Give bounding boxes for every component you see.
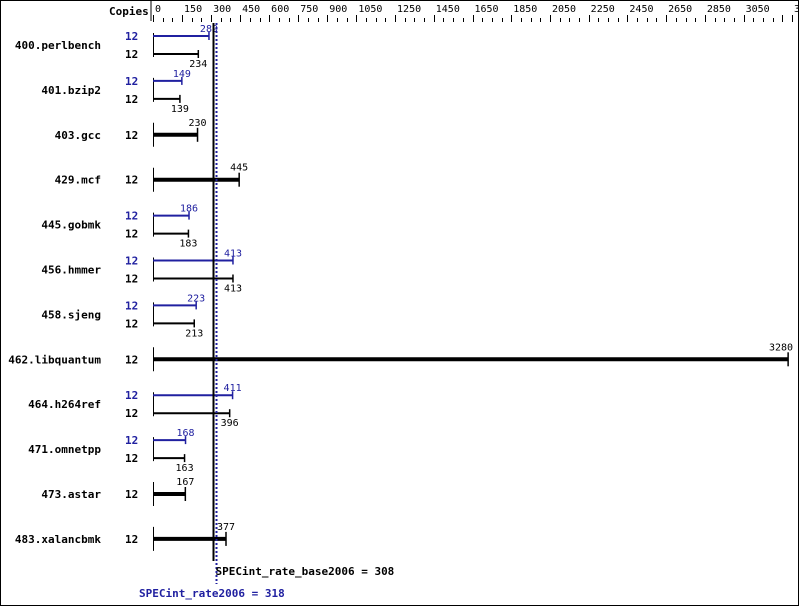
tick-label: 1450 xyxy=(436,4,460,15)
base-copies: 12 xyxy=(125,533,138,546)
benchmark-label: 456.hmmer xyxy=(41,264,101,277)
base-copies: 12 xyxy=(125,317,138,330)
peak-value-label: 411 xyxy=(224,383,242,394)
base-copies: 12 xyxy=(125,452,138,465)
base-copies: 12 xyxy=(125,228,138,241)
peak-copies: 12 xyxy=(125,389,138,402)
base-copies: 12 xyxy=(125,174,138,187)
tick-label: 2450 xyxy=(629,4,653,15)
tick-label: 2250 xyxy=(591,4,615,15)
benchmark-label: 429.mcf xyxy=(55,174,101,187)
tick-label: 2050 xyxy=(552,4,576,15)
tick-label: 750 xyxy=(300,4,318,15)
benchmark-label: 483.xalancbmk xyxy=(15,533,101,546)
peak-value-label: 289 xyxy=(200,24,218,35)
tick-label: 150 xyxy=(184,4,202,15)
base-value-label: 396 xyxy=(221,418,239,429)
benchmark-label: 403.gcc xyxy=(55,129,101,142)
peak-value-label: 168 xyxy=(176,428,194,439)
tick-label: 450 xyxy=(242,4,260,15)
tick-label: 3050 xyxy=(746,4,770,15)
benchmark-label: 458.sjeng xyxy=(41,308,101,321)
tick-label: 3300 xyxy=(794,4,798,15)
base-reference-label: SPECint_rate_base2006 = 308 xyxy=(216,565,395,578)
copies-header: Copies xyxy=(109,5,149,18)
base-value-label: 213 xyxy=(185,328,203,339)
peak-copies: 12 xyxy=(125,299,138,312)
base-value-label: 163 xyxy=(176,463,194,474)
tick-label: 1250 xyxy=(397,4,421,15)
benchmark-label: 464.h264ref xyxy=(28,398,101,411)
peak-reference-label: SPECint_rate2006 = 318 xyxy=(139,587,285,600)
peak-value-label: 413 xyxy=(224,249,242,260)
peak-copies: 12 xyxy=(125,30,138,43)
tick-label: 600 xyxy=(271,4,289,15)
benchmark-label: 473.astar xyxy=(41,488,101,501)
peak-copies: 12 xyxy=(125,210,138,223)
base-value-label: 139 xyxy=(171,104,189,115)
base-copies: 12 xyxy=(125,407,138,420)
benchmark-label: 400.perlbench xyxy=(15,39,101,52)
base-copies: 12 xyxy=(125,353,138,366)
base-copies: 12 xyxy=(125,48,138,61)
base-value-label: 230 xyxy=(189,118,207,129)
peak-copies: 12 xyxy=(125,75,138,88)
benchmark-label: 462.libquantum xyxy=(8,353,101,366)
tick-label: 300 xyxy=(213,4,231,15)
base-value-label: 445 xyxy=(230,163,248,174)
base-value-label: 413 xyxy=(224,284,242,295)
tick-label: 900 xyxy=(329,4,347,15)
tick-label: 1650 xyxy=(475,4,499,15)
base-value-label: 3280 xyxy=(769,342,793,353)
peak-value-label: 223 xyxy=(187,293,205,304)
base-value-label: 234 xyxy=(189,59,207,70)
base-copies: 12 xyxy=(125,93,138,106)
base-copies: 12 xyxy=(125,273,138,286)
peak-value-label: 149 xyxy=(173,69,191,80)
tick-label: 0 xyxy=(155,4,161,15)
tick-label: 2650 xyxy=(668,4,692,15)
peak-value-label: 186 xyxy=(180,204,198,215)
peak-copies: 12 xyxy=(125,255,138,268)
base-value-label: 183 xyxy=(179,239,197,250)
base-value-label: 167 xyxy=(176,477,194,488)
benchmark-label: 401.bzip2 xyxy=(41,84,101,97)
peak-copies: 12 xyxy=(125,434,138,447)
benchmark-label: 445.gobmk xyxy=(41,219,101,232)
base-value-label: 377 xyxy=(217,522,235,533)
tick-label: 2850 xyxy=(707,4,731,15)
benchmark-label: 471.omnetpp xyxy=(28,443,101,456)
tick-label: 1850 xyxy=(513,4,537,15)
base-copies: 12 xyxy=(125,129,138,142)
tick-label: 1050 xyxy=(358,4,382,15)
base-copies: 12 xyxy=(125,488,138,501)
